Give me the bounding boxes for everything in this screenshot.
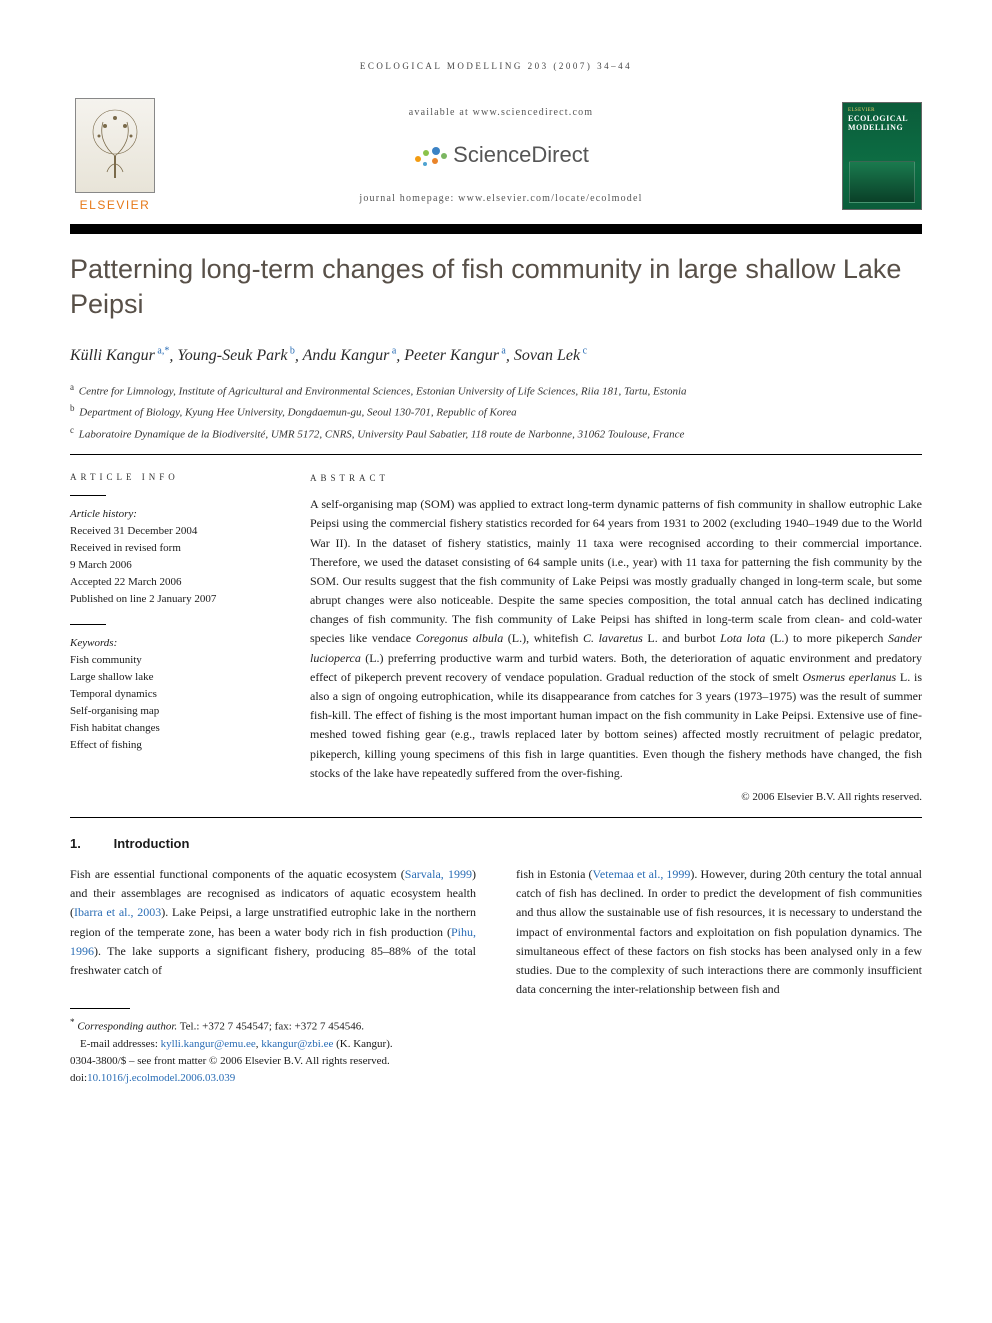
author-affil-mark: b bbox=[287, 346, 295, 357]
short-rule bbox=[70, 624, 106, 625]
section-title: Introduction bbox=[114, 836, 190, 851]
affiliation-mark: b bbox=[70, 403, 75, 413]
abstract-column: abstract A self-organising map (SOM) was… bbox=[310, 471, 922, 807]
history-line: Accepted 22 March 2006 bbox=[70, 574, 270, 591]
short-rule bbox=[70, 495, 106, 496]
author-list: Külli Kangur a,*, Young-Seuk Park b, And… bbox=[70, 344, 922, 368]
affiliation-mark: a bbox=[70, 382, 74, 392]
author-affil-mark: a bbox=[499, 346, 506, 357]
keyword: Temporal dynamics bbox=[70, 686, 270, 703]
body-column-left: Fish are essential functional components… bbox=[70, 865, 476, 1087]
section-number: 1. bbox=[70, 834, 110, 854]
body-two-column: Fish are essential functional components… bbox=[70, 865, 922, 1087]
article-history-label: Article history: bbox=[70, 508, 137, 520]
elsevier-logo: ELSEVIER bbox=[70, 98, 160, 214]
available-at-line: available at www.sciencedirect.com bbox=[180, 105, 822, 120]
divider-rule bbox=[70, 454, 922, 455]
history-line: Received in revised form bbox=[70, 540, 270, 557]
cover-image-placeholder bbox=[849, 161, 915, 203]
body-paragraph: Fish are essential functional components… bbox=[70, 865, 476, 980]
history-line: Published on line 2 January 2007 bbox=[70, 591, 270, 608]
masthead: ELSEVIER available at www.sciencedirect.… bbox=[70, 98, 922, 214]
species-name: C. lavaretus bbox=[583, 631, 643, 645]
front-matter-line: 0304-3800/$ – see front matter © 2006 El… bbox=[70, 1053, 476, 1070]
affiliation: b Department of Biology, Kyung Hee Unive… bbox=[70, 401, 922, 422]
body-column-right: fish in Estonia (Vetemaa et al., 1999). … bbox=[516, 865, 922, 1087]
keyword: Large shallow lake bbox=[70, 669, 270, 686]
footnotes: * Corresponding author. Tel.: +372 7 454… bbox=[70, 1015, 476, 1087]
sciencedirect-logo[interactable]: ScienceDirect bbox=[413, 138, 589, 171]
affiliation: c Laboratoire Dynamique de la Biodiversi… bbox=[70, 423, 922, 444]
email-link[interactable]: kylli.kangur@emu.ee bbox=[161, 1038, 256, 1050]
abstract-text: A self-organising map (SOM) was applied … bbox=[310, 495, 922, 783]
citation-link[interactable]: Pihu, 1996 bbox=[70, 925, 476, 958]
author: Külli Kangur a,* bbox=[70, 347, 169, 364]
article-info-label: article info bbox=[70, 471, 270, 485]
email-link[interactable]: kkangur@zbi.ee bbox=[261, 1038, 333, 1050]
running-head: ecological modelling 203 (2007) 34–44 bbox=[70, 60, 922, 74]
abstract-label: abstract bbox=[310, 471, 922, 485]
title-rule bbox=[70, 224, 922, 234]
history-line: 9 March 2006 bbox=[70, 557, 270, 574]
cover-journal-name: ECOLOGICAL MODELLING bbox=[848, 115, 916, 133]
corresponding-asterisk: * bbox=[70, 1017, 75, 1027]
keywords-label: Keywords: bbox=[70, 637, 117, 649]
sciencedirect-wordmark: ScienceDirect bbox=[453, 138, 589, 171]
author: Sovan Lek c bbox=[514, 347, 587, 364]
article-history-block: Article history: Received 31 December 20… bbox=[70, 506, 270, 608]
body-paragraph: fish in Estonia (Vetemaa et al., 1999). … bbox=[516, 865, 922, 999]
affiliation-mark: c bbox=[70, 425, 74, 435]
species-name: Coregonus albula bbox=[416, 631, 503, 645]
section-heading: 1. Introduction bbox=[70, 834, 922, 854]
article-info-column: article info Article history: Received 3… bbox=[70, 471, 270, 807]
author-affil-mark: a,* bbox=[155, 346, 169, 357]
abstract-copyright: © 2006 Elsevier B.V. All rights reserved… bbox=[310, 789, 922, 807]
cover-publisher: ELSEVIER bbox=[848, 108, 916, 114]
article-title: Patterning long-term changes of fish com… bbox=[70, 252, 922, 322]
author-affil-mark: c bbox=[580, 346, 587, 357]
elsevier-wordmark: ELSEVIER bbox=[80, 196, 151, 214]
affiliation-list: a Centre for Limnology, Institute of Agr… bbox=[70, 380, 922, 444]
author: Young-Seuk Park b bbox=[177, 347, 295, 364]
journal-cover-thumbnail: ELSEVIER ECOLOGICAL MODELLING bbox=[842, 102, 922, 210]
email-attribution: (K. Kangur). bbox=[336, 1038, 393, 1050]
footnote-rule bbox=[70, 1008, 130, 1009]
citation-link[interactable]: Sarvala, 1999 bbox=[405, 867, 472, 881]
affiliation: a Centre for Limnology, Institute of Agr… bbox=[70, 380, 922, 401]
email-label: E-mail addresses: bbox=[80, 1038, 158, 1050]
keyword: Fish habitat changes bbox=[70, 720, 270, 737]
keyword: Self-organising map bbox=[70, 703, 270, 720]
journal-homepage-line: journal homepage: www.elsevier.com/locat… bbox=[180, 191, 822, 206]
doi-label: doi: bbox=[70, 1072, 87, 1084]
author: Andu Kangur a bbox=[303, 347, 397, 364]
corresponding-contact: Tel.: +372 7 454547; fax: +372 7 454546. bbox=[180, 1021, 364, 1033]
citation-link[interactable]: Ibarra et al., 2003 bbox=[74, 905, 161, 919]
keywords-block: Keywords: Fish communityLarge shallow la… bbox=[70, 635, 270, 754]
species-name: Osmerus eperlanus bbox=[802, 670, 896, 684]
species-name: Lota lota bbox=[720, 631, 765, 645]
elsevier-tree-icon bbox=[75, 98, 155, 193]
author-affil-mark: a bbox=[389, 346, 396, 357]
masthead-center: available at www.sciencedirect.com Scien… bbox=[180, 105, 822, 206]
citation-link[interactable]: Vetemaa et al., 1999 bbox=[593, 867, 691, 881]
keyword: Fish community bbox=[70, 652, 270, 669]
divider-rule bbox=[70, 817, 922, 818]
doi-link[interactable]: 10.1016/j.ecolmodel.2006.03.039 bbox=[87, 1072, 235, 1084]
keyword: Effect of fishing bbox=[70, 737, 270, 754]
sciencedirect-dots-icon bbox=[413, 144, 447, 166]
author: Peeter Kangur a bbox=[404, 347, 506, 364]
history-line: Received 31 December 2004 bbox=[70, 523, 270, 540]
corresponding-author-label: Corresponding author. bbox=[77, 1021, 177, 1033]
